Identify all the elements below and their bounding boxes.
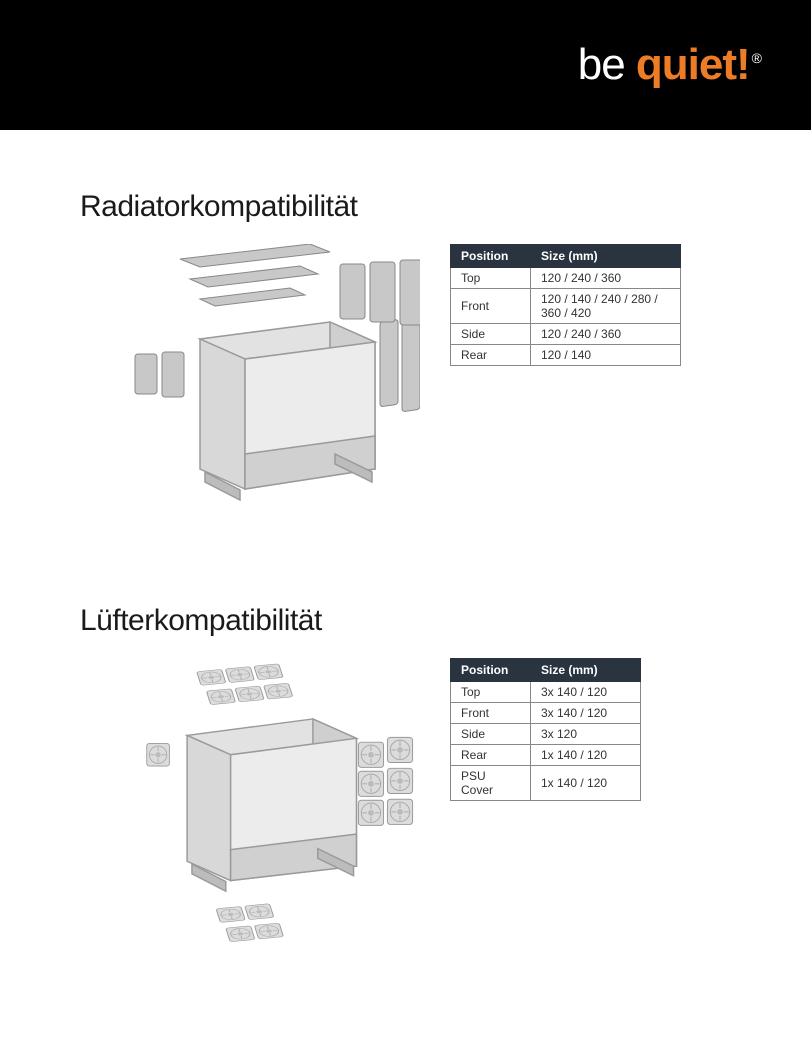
section-body: Position Size (mm) Top120 / 240 / 360Fro… bbox=[80, 244, 731, 544]
table-row: Top120 / 240 / 360 bbox=[451, 268, 681, 289]
cell-size: 1x 140 / 120 bbox=[531, 745, 641, 766]
th-size: Size (mm) bbox=[531, 659, 641, 682]
fan-diagram bbox=[80, 658, 420, 958]
section-title: Lüfterkompatibilität bbox=[80, 604, 731, 638]
brand-logo: be quiet!® bbox=[578, 40, 761, 90]
section-body: Position Size (mm) Top3x 140 / 120Front3… bbox=[80, 658, 731, 958]
cell-size: 1x 140 / 120 bbox=[531, 766, 641, 801]
cell-size: 120 / 140 / 240 / 280 / 360 / 420 bbox=[531, 289, 681, 324]
cell-position: Front bbox=[451, 289, 531, 324]
section-title: Radiatorkompatibilität bbox=[80, 190, 731, 224]
fan-table: Position Size (mm) Top3x 140 / 120Front3… bbox=[450, 658, 641, 801]
table-row: Top3x 140 / 120 bbox=[451, 682, 641, 703]
fan-exploded-icon bbox=[80, 658, 420, 958]
cell-size: 120 / 240 / 360 bbox=[531, 268, 681, 289]
th-position: Position bbox=[451, 245, 531, 268]
cell-size: 3x 140 / 120 bbox=[531, 682, 641, 703]
th-position: Position bbox=[451, 659, 531, 682]
section-radiator: Radiatorkompatibilität bbox=[80, 190, 731, 544]
cell-size: 120 / 240 / 360 bbox=[531, 324, 681, 345]
radiator-table: Position Size (mm) Top120 / 240 / 360Fro… bbox=[450, 244, 681, 366]
cell-size: 120 / 140 bbox=[531, 345, 681, 366]
radiator-exploded-icon bbox=[80, 244, 420, 544]
fan-table-body: Top3x 140 / 120Front3x 140 / 120Side3x 1… bbox=[451, 682, 641, 801]
logo-part1: be bbox=[578, 40, 625, 89]
cell-position: Top bbox=[451, 268, 531, 289]
logo-registered: ® bbox=[752, 50, 761, 66]
radiator-diagram bbox=[80, 244, 420, 544]
cell-position: Side bbox=[451, 724, 531, 745]
table-row: Rear1x 140 / 120 bbox=[451, 745, 641, 766]
table-row: Side3x 120 bbox=[451, 724, 641, 745]
table-row: Rear120 / 140 bbox=[451, 345, 681, 366]
cell-position: Rear bbox=[451, 345, 531, 366]
cell-position: Rear bbox=[451, 745, 531, 766]
table-row: PSU Cover1x 140 / 120 bbox=[451, 766, 641, 801]
th-size: Size (mm) bbox=[531, 245, 681, 268]
cell-position: PSU Cover bbox=[451, 766, 531, 801]
page-header: be quiet!® bbox=[0, 0, 811, 130]
cell-position: Top bbox=[451, 682, 531, 703]
radiator-table-body: Top120 / 240 / 360Front120 / 140 / 240 /… bbox=[451, 268, 681, 366]
cell-position: Side bbox=[451, 324, 531, 345]
cell-size: 3x 120 bbox=[531, 724, 641, 745]
table-row: Front3x 140 / 120 bbox=[451, 703, 641, 724]
cell-position: Front bbox=[451, 703, 531, 724]
logo-part2: quiet! bbox=[636, 40, 750, 89]
section-fan: Lüfterkompatibilität bbox=[80, 604, 731, 958]
cell-size: 3x 140 / 120 bbox=[531, 703, 641, 724]
table-row: Side120 / 240 / 360 bbox=[451, 324, 681, 345]
page-content: Radiatorkompatibilität bbox=[0, 130, 811, 1058]
table-row: Front120 / 140 / 240 / 280 / 360 / 420 bbox=[451, 289, 681, 324]
